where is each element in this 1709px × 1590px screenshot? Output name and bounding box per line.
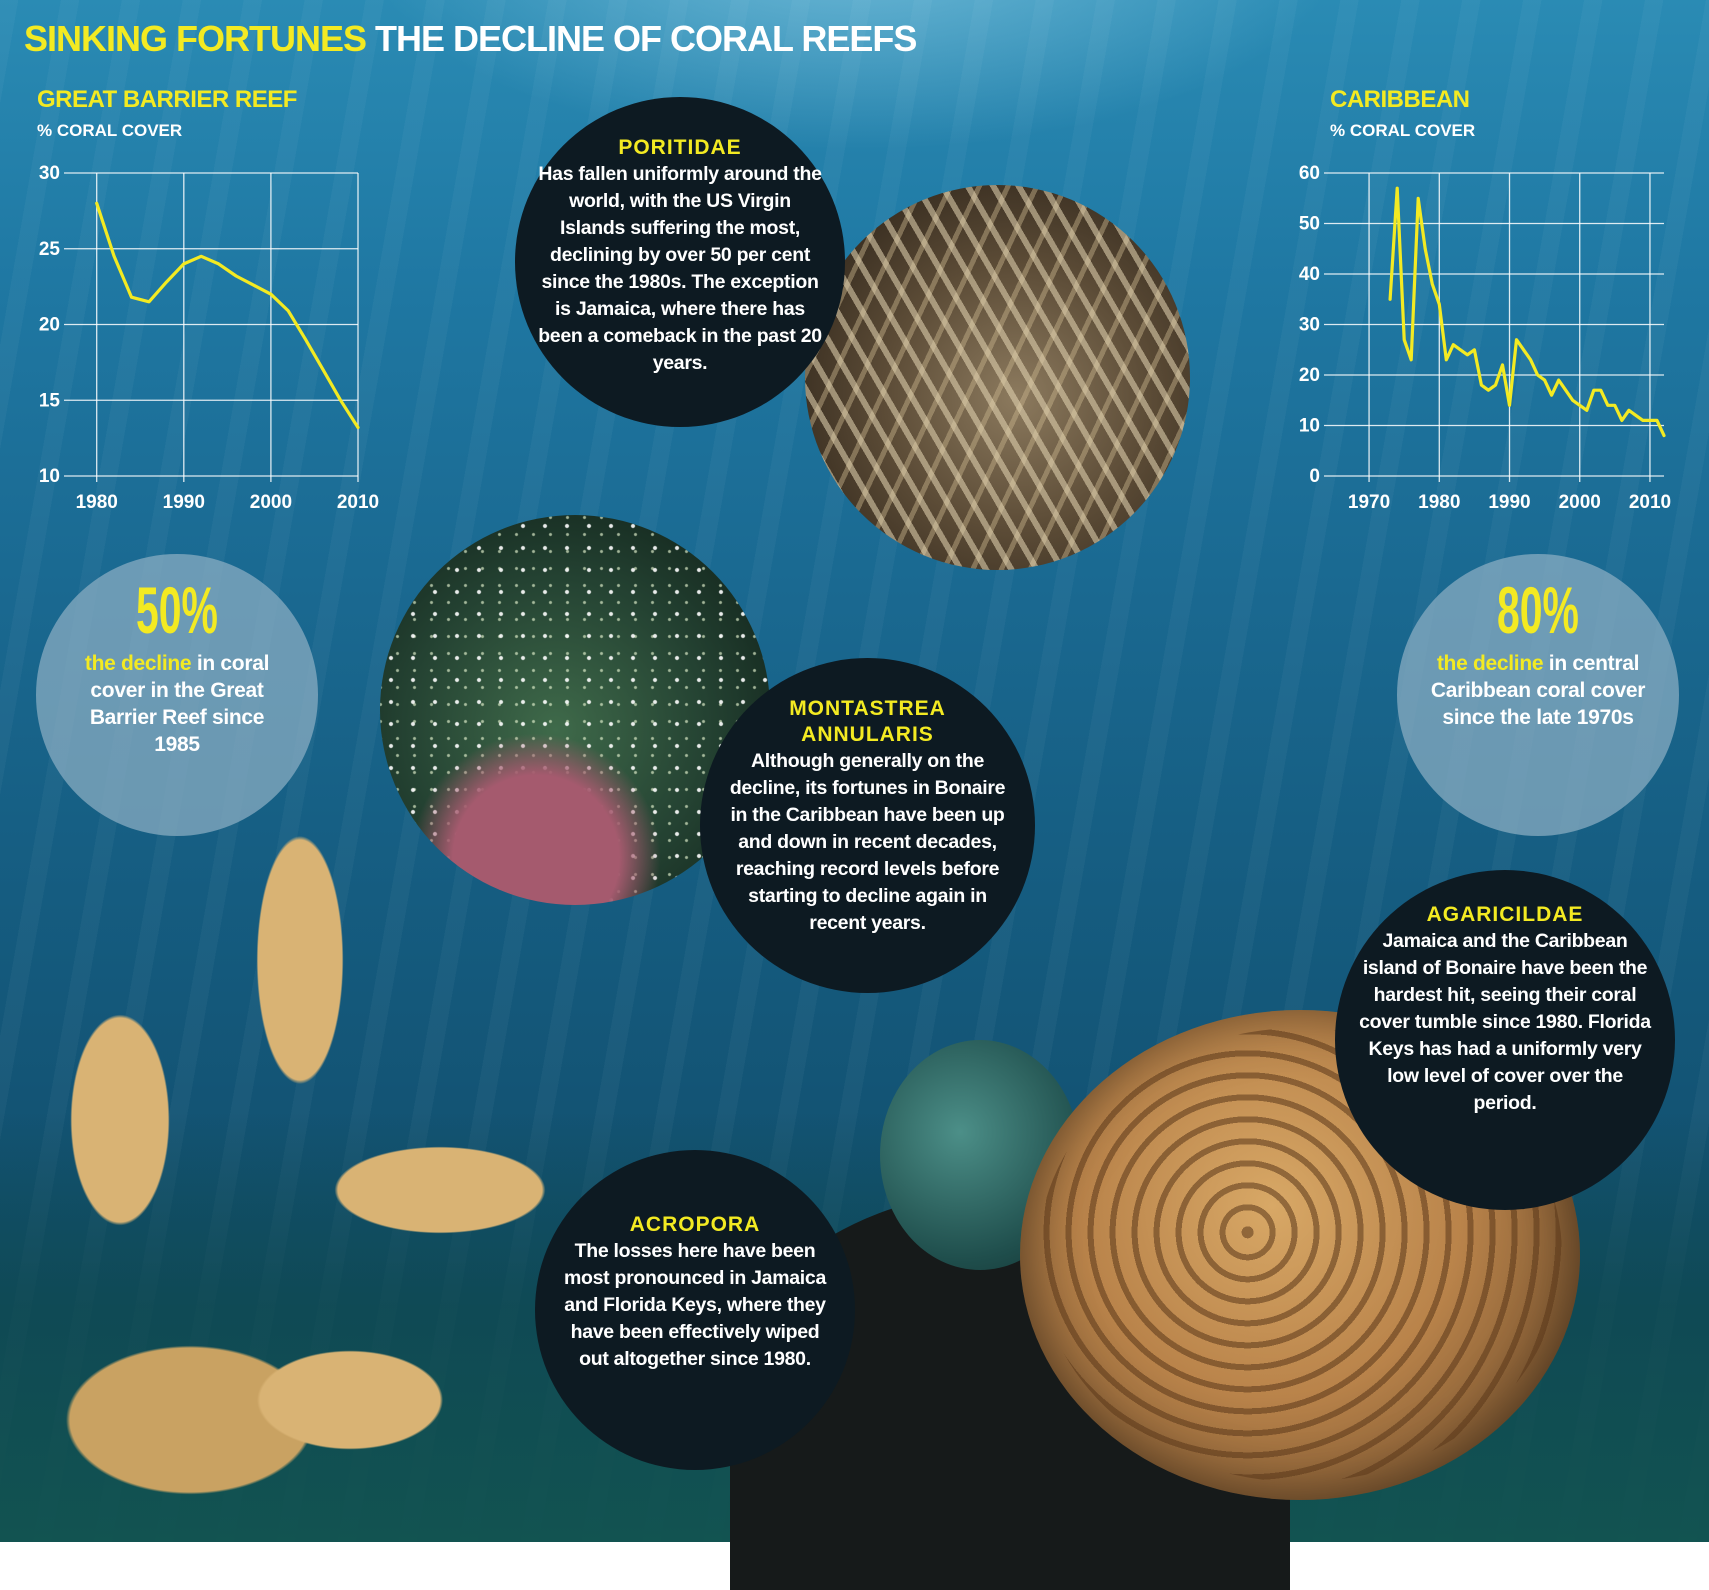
caribbean-line-chart: 0 10 20 30 40 50 60 1970 1980 1990 2000 2010 — [1299, 163, 1671, 513]
acropora-title: ACROPORA — [629, 1213, 761, 1236]
gbr-chart-unit: % CORAL COVER — [37, 121, 183, 140]
caribbean-decline-stat: 80% the decline in central Caribbean cor… — [1397, 554, 1679, 836]
y-tick-label: 0 — [1309, 466, 1320, 487]
gbr-decline-text: the decline in coral cover in the Great … — [36, 650, 318, 758]
caribbean-chart-title: CARIBBEAN — [1330, 86, 1470, 113]
page-title: SINKING FORTUNES THE DECLINE OF CORAL RE… — [24, 18, 917, 60]
x-tick-label: 1980 — [76, 492, 118, 513]
gbr-decline-stat: 50% the decline in coral cover in the Gr… — [36, 554, 318, 836]
y-tick-label: 20 — [1299, 365, 1320, 386]
x-tick-label: 1990 — [163, 492, 205, 513]
title-main: THE DECLINE OF CORAL REEFS — [375, 18, 917, 59]
x-tick-label: 1980 — [1418, 492, 1460, 513]
poritidae-info: PORITIDAE Has fallen uniformly around th… — [515, 97, 845, 427]
y-tick-label: 10 — [39, 466, 60, 487]
gbr-decline-value: 50% — [136, 573, 218, 647]
y-tick-label: 10 — [1299, 416, 1320, 437]
montastrea-info: MONTASTREA ANNULARIS Although generally … — [700, 658, 1035, 993]
x-tick-label: 1990 — [1488, 492, 1530, 513]
y-tick-label: 60 — [1299, 163, 1320, 184]
poritidae-title: PORITIDAE — [618, 136, 742, 159]
gbr-chart-title: GREAT BARRIER REEF — [37, 86, 297, 113]
montastrea-title: MONTASTREA ANNULARIS — [789, 697, 946, 746]
series-line — [1388, 186, 1666, 438]
title-highlight: SINKING FORTUNES — [24, 18, 367, 59]
acropora-info: ACROPORA The losses here have been most … — [535, 1150, 855, 1470]
y-tick-label: 30 — [39, 163, 60, 184]
poritidae-photo — [805, 185, 1190, 570]
y-tick-label: 15 — [39, 390, 61, 411]
gbr-line-chart: 10 15 20 25 30 1980 1990 2000 2010 — [39, 163, 379, 513]
caribbean-decline-highlight: the decline — [1436, 652, 1544, 675]
y-tick-label: 30 — [1299, 315, 1320, 336]
x-tick-label: 2000 — [250, 492, 292, 513]
y-tick-label: 40 — [1299, 264, 1320, 285]
x-tick-label: 2000 — [1559, 492, 1601, 513]
caribbean-chart-unit: % CORAL COVER — [1330, 121, 1476, 140]
montastrea-body: Although generally on the decline, its f… — [729, 750, 1006, 934]
y-tick-label: 50 — [1299, 214, 1320, 235]
gbr-decline-highlight: the decline — [84, 652, 192, 675]
agaricildae-title: AGARICILDAE — [1426, 903, 1584, 926]
gbr-decline-description: in coral cover in the Great Barrier Reef… — [89, 652, 270, 756]
acropora-body: The losses here have been most pronounce… — [563, 1240, 826, 1370]
caribbean-decline-text: the decline in central Caribbean coral c… — [1397, 650, 1679, 731]
x-tick-label: 1970 — [1348, 492, 1390, 513]
caribbean-decline-description: in central Caribbean coral cover since t… — [1430, 652, 1646, 729]
agaricildae-info: AGARICILDAE Jamaica and the Caribbean is… — [1335, 870, 1675, 1210]
x-tick-label: 2010 — [337, 492, 379, 513]
y-tick-label: 20 — [39, 315, 60, 336]
x-tick-label: 2010 — [1629, 492, 1671, 513]
series-line — [95, 201, 360, 430]
caribbean-decline-value: 80% — [1497, 573, 1579, 647]
y-tick-label: 25 — [39, 239, 61, 260]
agaricildae-body: Jamaica and the Caribbean island of Bona… — [1359, 930, 1651, 1114]
poritidae-body: Has fallen uniformly around the world, w… — [538, 163, 822, 374]
